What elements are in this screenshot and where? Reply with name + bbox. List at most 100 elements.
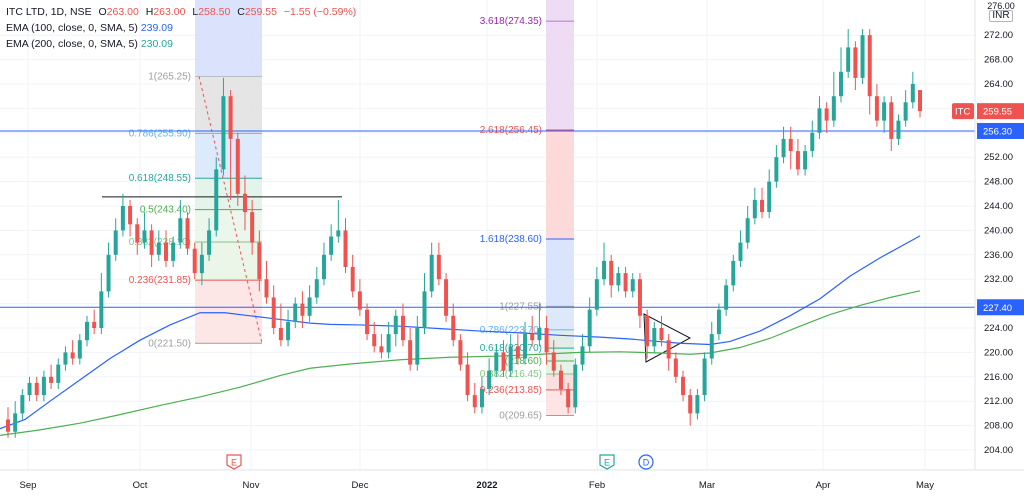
candle-body[interactable] [436,254,441,280]
candle-body[interactable] [594,279,599,310]
candle-body[interactable] [372,334,377,347]
candle-body[interactable] [724,285,729,310]
candle-body[interactable] [221,96,226,170]
candle-body[interactable] [429,254,434,292]
candle-body[interactable] [501,352,506,371]
candle-body[interactable] [910,84,915,103]
candle-body[interactable] [788,138,793,152]
candle-body[interactable] [688,395,693,414]
candle-body[interactable] [314,279,319,298]
candle-body[interactable] [508,346,513,371]
candle-body[interactable] [781,138,786,158]
candle-body[interactable] [558,370,563,389]
candle-body[interactable] [142,230,147,243]
candle-body[interactable] [803,151,808,170]
candle-body[interactable] [774,157,779,182]
candle-body[interactable] [120,206,125,231]
candle-body[interactable] [171,242,176,261]
candle-body[interactable] [530,334,535,341]
candle-body[interactable] [293,303,298,322]
candle-body[interactable] [544,328,549,353]
currency-selector[interactable]: 276.00 INR [986,2,1016,22]
candle-body[interactable] [386,334,391,353]
candle-body[interactable] [659,328,664,341]
candle-body[interactable] [199,254,204,274]
candle-body[interactable] [752,199,757,219]
candle-body[interactable] [63,352,68,365]
candle-body[interactable] [853,47,858,78]
earnings-marker[interactable]: E [226,454,242,470]
candle-body[interactable] [645,315,650,347]
candle-body[interactable] [264,279,269,298]
candle-body[interactable] [623,273,628,292]
candle-body[interactable] [321,254,326,280]
candle-body[interactable] [379,346,384,353]
candle-body[interactable] [400,315,405,341]
candle-body[interactable] [192,248,197,274]
candle-body[interactable] [149,230,154,255]
candle-body[interactable] [695,395,700,414]
candle-body[interactable] [716,309,721,335]
candle-body[interactable] [56,364,61,383]
candle-body[interactable] [602,260,607,280]
candle-body[interactable] [767,181,772,213]
candle-body[interactable] [494,352,499,371]
candle-body[interactable] [235,138,240,194]
time-axis[interactable]: Sep Oct Nov Dec 2022 Feb Mar Apr May [0,469,1024,491]
candle-body[interactable] [135,224,140,243]
candle-body[interactable] [760,199,765,213]
candle-body[interactable] [810,132,815,152]
candle-body[interactable] [214,169,219,231]
candle-body[interactable] [666,340,671,359]
candle-body[interactable] [537,328,542,341]
fib-retracement[interactable]: 1(265.25) 0.786(255.90) 0.618(248.55) 0.5(2… [129,0,263,349]
candle-body[interactable] [41,376,46,396]
candle-body[interactable] [637,279,642,316]
legend-ema200-row[interactable]: EMA (200, close, 0, SMA, 5) 230.09 [6,36,356,52]
candle-body[interactable] [745,218,750,243]
price-axis[interactable]: 204.00208.00212.00216.00220.00224.00228.… [952,0,1024,500]
candle-body[interactable] [458,340,463,365]
candle-body[interactable] [566,389,571,408]
candle-body[interactable] [444,279,449,316]
candle-body[interactable] [846,47,851,72]
ema100-line[interactable] [0,235,921,430]
candle-body[interactable] [228,96,233,139]
candle-body[interactable] [365,309,370,335]
candle-body[interactable] [300,303,305,316]
candle-body[interactable] [336,230,341,237]
candle-body[interactable] [156,242,161,255]
candle-body[interactable] [250,212,255,243]
candle-body[interactable] [479,389,484,408]
candle-body[interactable] [587,309,592,347]
candle-body[interactable] [128,206,133,225]
candle-body[interactable] [709,334,714,359]
candle-body[interactable] [551,352,556,371]
candle-body[interactable] [896,120,901,139]
candle-body[interactable] [185,218,190,249]
candle-body[interactable] [113,230,118,255]
candle-body[interactable] [831,96,836,121]
candle-body[interactable] [207,230,212,255]
candle-body[interactable] [515,346,520,359]
candle-body[interactable] [343,230,348,267]
candle-body[interactable] [616,273,621,286]
candle-body[interactable] [99,291,104,328]
earnings-marker[interactable]: E [599,454,615,470]
candle-body[interactable] [350,267,355,292]
candle-body[interactable] [49,376,54,383]
candle-body[interactable] [422,291,427,328]
candle-body[interactable] [451,315,456,341]
candle-body[interactable] [673,358,678,377]
candle-body[interactable] [257,242,262,280]
candle-body[interactable] [681,376,686,396]
candle-body[interactable] [278,328,283,341]
candle-body[interactable] [13,413,18,432]
ema200-line[interactable] [0,290,921,436]
candle-body[interactable] [415,328,420,365]
candle-body[interactable] [652,328,657,347]
candle-body[interactable] [465,364,470,396]
candle-body[interactable] [70,352,75,359]
candle-body[interactable] [20,395,25,414]
